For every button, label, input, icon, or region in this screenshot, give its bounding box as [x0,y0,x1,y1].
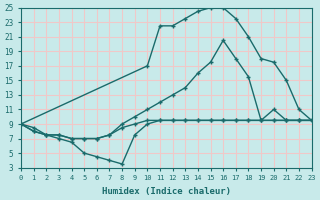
X-axis label: Humidex (Indice chaleur): Humidex (Indice chaleur) [102,187,231,196]
